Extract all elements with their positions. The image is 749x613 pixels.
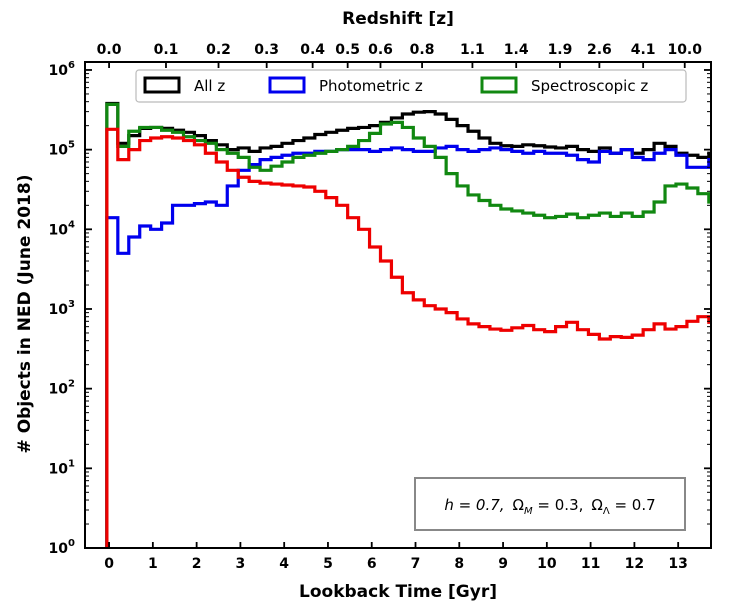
top-tick-label: 0.4 [300,42,325,58]
x-tick-label: 6 [367,556,377,572]
legend-swatch-photometric [268,76,306,94]
x-tick-label: 1 [148,556,158,572]
top-tick-label: 1.1 [460,42,485,58]
x-tick-label: 3 [236,556,246,572]
cosmology-annotation: h = 0.7, ΩM = 0.3, ΩΛ = 0.7 [414,477,686,531]
x-tick-label: 4 [279,556,289,572]
top-tick-label: 0.8 [410,42,435,58]
legend: All z Photometric z Spectroscopic z [135,69,687,103]
top-tick-label: 1.4 [504,42,529,58]
top-tick-label: 0.0 [97,42,122,58]
x-tick-label: 7 [411,556,421,572]
top-tick-label: 1.9 [548,42,573,58]
series-line-1 [105,101,711,548]
legend-label-photometric: Photometric z [319,77,423,95]
top-tick-label: 0.6 [368,42,393,58]
annotation-box [414,477,686,531]
legend-label-all: All z [194,77,225,95]
top-tick-label: 4.1 [631,42,656,58]
y-tick-label: 106 [49,60,75,79]
x-tick-label: 2 [192,556,202,572]
x-axis-title: Lookback Time [Gyr] [299,582,497,602]
x-tick-label: 11 [581,556,600,572]
y-tick-label: 103 [49,299,75,318]
y-tick-label: 105 [49,140,75,159]
x-tick-label: 8 [454,556,464,572]
annotation-text: h = 0.7, ΩM = 0.3, ΩΛ = 0.7 [444,496,655,517]
series-line-3 [105,102,711,548]
x-tick-label: 13 [668,556,687,572]
plot-frame [84,61,712,549]
legend-swatch-all [143,76,181,94]
series-line-2 [105,144,711,548]
x-tick-label: 12 [625,556,644,572]
legend-swatch-spectroscopic [480,76,518,94]
top-ticks: 0.0 0.1 0.2 0.3 0.4 0.5 0.6 0.8 1.1 1.4 1.9 2.6 4.1 1… [97,42,702,68]
x-tick-label: 9 [498,556,508,572]
x-tick-label: 10 [537,556,557,572]
top-tick-label: 0.3 [254,42,279,58]
x-tick-label: 0 [104,556,114,572]
y-tick-label: 104 [49,219,75,238]
x-tick-label: 5 [323,556,333,572]
series-layer [105,101,711,548]
top-tick-label: 0.5 [335,42,360,58]
series-line-4 [105,127,711,548]
top-tick-label: 10.0 [667,42,702,58]
y-tick-label: 102 [49,379,75,398]
y-tick-label: 101 [49,458,75,477]
y-axis-title: # Objects in NED (June 2018) [15,175,35,454]
x-ticks: 0 1 2 3 4 5 6 7 8 9 10 11 12 13 [104,542,688,572]
top-tick-label: 2.6 [587,42,612,58]
top-tick-label: 0.1 [154,42,179,58]
top-axis-title: Redshift [z] [342,9,454,29]
legend-label-spectroscopic: Spectroscopic z [531,77,648,95]
y-ticks: 100 101 102 103 104 105 106 [49,60,711,557]
top-tick-label: 0.2 [206,42,231,58]
y-tick-label: 100 [49,538,75,557]
